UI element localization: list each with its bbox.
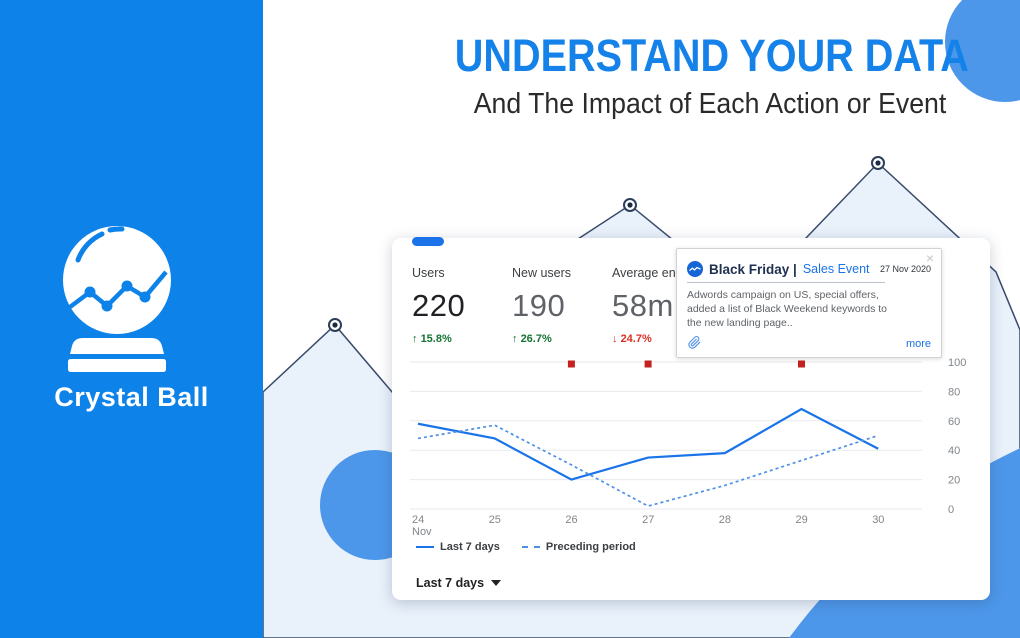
crystal-ball-logo-icon [50, 216, 213, 378]
series-solid [417, 407, 879, 481]
y-axis-tick: 100 [948, 357, 966, 369]
x-axis-tick: 25 [489, 514, 501, 526]
event-badge-icon [687, 261, 703, 277]
divider [687, 282, 885, 283]
metric-value: 220 [412, 288, 466, 323]
event-title: Black Friday | [709, 261, 797, 277]
event-description: Adwords campaign on US, special offers, … [687, 289, 887, 329]
analytics-card: Users 220 ↑ 15.8% New users 190 ↑ 26.7% … [392, 237, 990, 600]
metric-value: 190 [512, 288, 566, 323]
hero-title: UNDERSTAND YOUR DATA [454, 30, 969, 81]
x-axis-tick: 24 [412, 514, 424, 526]
metric-delta: 24.7% [620, 333, 652, 345]
series-dashed [417, 424, 879, 507]
x-axis-tick: 26 [565, 514, 577, 526]
brand-sidebar: Crystal Ball [0, 0, 263, 638]
y-axis-tick: 0 [948, 504, 954, 516]
active-tab-indicator[interactable] [412, 237, 444, 246]
date-range-dropdown[interactable]: Last 7 days [416, 576, 502, 590]
metric-users[interactable]: Users 220 ↑ 15.8% [412, 266, 484, 345]
y-axis-tick: 20 [948, 475, 960, 487]
y-axis-tick: 60 [948, 416, 960, 428]
y-axis-tick: 40 [948, 445, 960, 457]
hero-subtitle: And The Impact of Each Action or Event [473, 88, 947, 120]
metric-new-users[interactable]: New users 190 ↑ 26.7% [512, 266, 584, 345]
y-axis-tick: 80 [948, 386, 960, 398]
chart-legend: Last 7 days Preceding period [416, 541, 636, 553]
trend-down-icon: ↓ [612, 333, 618, 345]
event-date: 27 Nov 2020 [879, 264, 931, 274]
event-marker-icon [644, 360, 652, 368]
attachment-icon[interactable] [687, 335, 702, 350]
metric-label: Users [412, 266, 445, 280]
metric-delta: 26.7% [520, 333, 552, 345]
hero-headline: UNDERSTAND YOUR DATA And The Impact of E… [420, 30, 1000, 121]
solid-line-swatch [416, 546, 434, 548]
metric-label: New users [512, 266, 572, 280]
trend-up-icon: ↑ [512, 333, 518, 345]
annotation-popup: × Black Friday | Sales Event 27 Nov 2020… [676, 248, 942, 358]
event-category: Sales Event [802, 262, 870, 276]
x-axis-tick: 29 [796, 514, 808, 526]
dashed-line-swatch [521, 546, 540, 548]
close-icon[interactable]: × [925, 250, 934, 266]
chevron-down-icon [491, 580, 502, 586]
legend-preceding-period[interactable]: Preceding period [521, 541, 636, 553]
x-axis-tick: 28 [719, 514, 731, 526]
more-link[interactable]: more [905, 338, 931, 350]
brand-name: Crystal Ball [54, 382, 209, 412]
metric-delta: 15.8% [420, 333, 452, 345]
event-marker-icon [798, 360, 805, 368]
x-axis-tick: 30 [872, 514, 884, 526]
event-marker-icon [567, 360, 575, 368]
legend-last-7-days[interactable]: Last 7 days [416, 541, 500, 553]
svg-text:Nov: Nov [412, 526, 432, 538]
x-axis-tick: 27 [642, 514, 654, 526]
peak-marker-icons [328, 156, 885, 332]
trend-up-icon: ↑ [412, 333, 418, 345]
